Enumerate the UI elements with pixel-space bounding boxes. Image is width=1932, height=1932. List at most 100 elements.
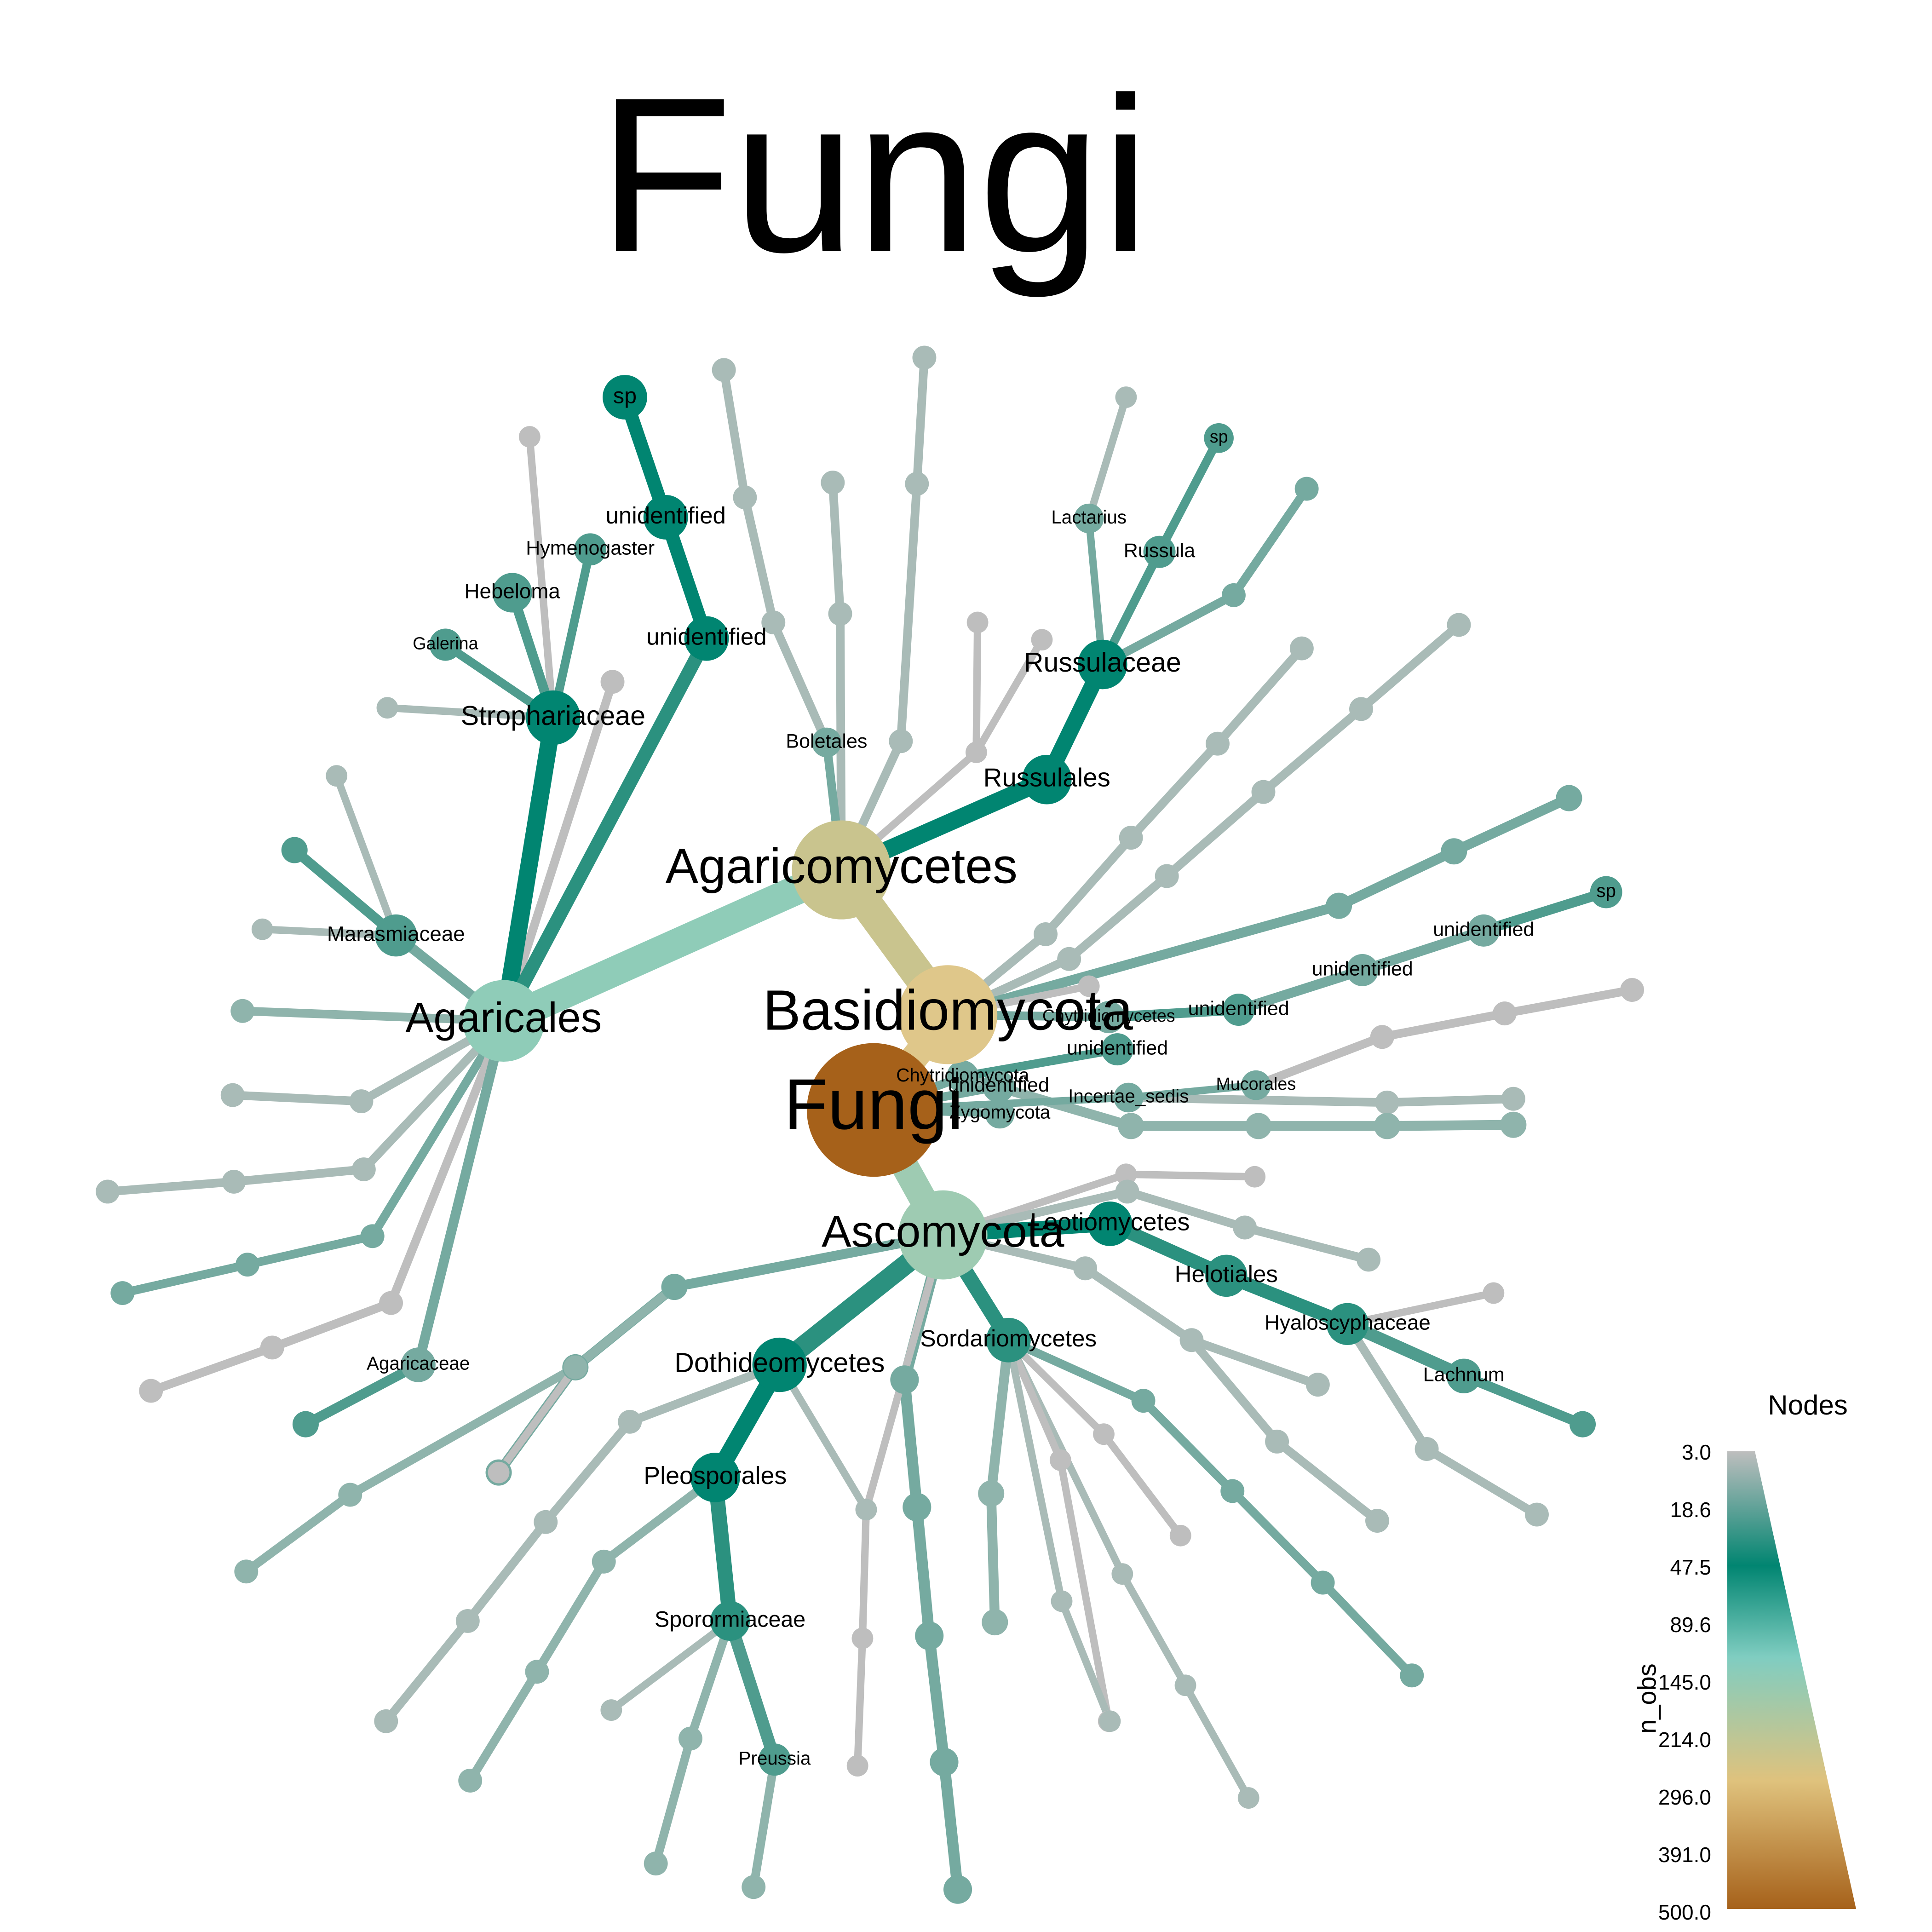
tree-node-cdmc: [1092, 1001, 1125, 1034]
tree-branch: [1251, 985, 1637, 1090]
tree-node-rsce: [1077, 639, 1127, 690]
tree-node: [1569, 1411, 1596, 1438]
tree-branch: [837, 353, 929, 874]
tree-label: unidentified: [1433, 918, 1534, 940]
tree-node: [982, 1609, 1008, 1636]
tree-branch: [1459, 1371, 1588, 1429]
tree-branch: [749, 1755, 779, 1892]
legend-tick: 145.0: [1658, 1670, 1711, 1694]
tree-node: [1289, 636, 1314, 661]
tree-node: [1365, 1509, 1389, 1533]
legend-color-wedge: [1727, 1451, 1856, 1909]
tree-edge: [1478, 887, 1611, 936]
tree-node: [1111, 1563, 1133, 1585]
tree-node-spag: [603, 375, 647, 420]
tree-node: [139, 1379, 163, 1403]
page-title: Fungi: [598, 51, 1150, 298]
tree-branch: [499, 677, 617, 1025]
tree-label-root: Fungi: [784, 1064, 963, 1144]
tree-branch: [526, 433, 557, 722]
tree-label: sp: [1596, 880, 1616, 901]
tree-label: Russula: [1124, 540, 1196, 562]
tree-label: sp: [1210, 427, 1228, 446]
legend-tick: 47.5: [1670, 1555, 1711, 1579]
tree-node: [618, 1409, 642, 1434]
tree-node: [890, 1365, 919, 1394]
tree-node: [1073, 1256, 1098, 1281]
tree-node: [376, 697, 398, 719]
tree-node: [1115, 386, 1137, 408]
tree-node: [360, 1224, 385, 1248]
tree-label: Galerina: [413, 633, 478, 653]
tree-label: Mucorales: [1216, 1074, 1296, 1093]
tree-node: [1220, 1479, 1245, 1503]
tree-node: [821, 471, 845, 495]
tree-node: [1233, 1215, 1257, 1240]
tree-label: Pleosporales: [644, 1462, 787, 1489]
tree-node-uc5: [982, 1070, 1015, 1103]
tree-node: [1078, 975, 1100, 997]
tree-edge: [413, 1016, 509, 1370]
tree-node-leot: [1087, 1201, 1133, 1246]
tree-node: [600, 1699, 622, 1721]
tree-node: [930, 1748, 959, 1777]
tree-node-lach: [1446, 1358, 1481, 1393]
tree-node: [1155, 864, 1179, 888]
tree-node: [712, 358, 736, 382]
tree-label: unidentified: [646, 624, 766, 650]
tree-node: [326, 765, 348, 787]
tree-label: Russulales: [983, 763, 1110, 792]
tree-node: [1375, 1090, 1399, 1115]
legend-tick: 18.6: [1670, 1498, 1711, 1522]
tree-branch: [1098, 484, 1311, 669]
legend-tick: 214.0: [1658, 1728, 1711, 1752]
tree-label: sp: [613, 383, 637, 408]
tree-branch: [943, 621, 1463, 1019]
tree-node: [742, 1875, 766, 1899]
tree-branch: [242, 1282, 679, 1576]
tree-node: [644, 1852, 668, 1876]
tree-node: [1620, 978, 1644, 1002]
tree-node-uc1: [1222, 994, 1255, 1026]
tree-branch: [1343, 1319, 1541, 1519]
tree-node-mara: [375, 914, 417, 957]
legend-tick: 391.0: [1658, 1843, 1711, 1867]
tree-branch: [776, 1361, 870, 1513]
tree-node: [1525, 1502, 1549, 1527]
tree-node-lact: [1074, 503, 1104, 534]
tree-node: [563, 1355, 587, 1380]
tree-label: Agaricales: [405, 994, 602, 1041]
tree-node-spc: [1590, 876, 1622, 908]
tree-node: [1051, 1590, 1073, 1612]
tree-label: Basidiomycota: [763, 978, 1133, 1042]
tree-label: Strophariaceae: [461, 700, 645, 731]
tree-node-pleo: [690, 1453, 740, 1502]
tree-node: [1031, 629, 1053, 651]
tree-node-muco: [1241, 1070, 1271, 1100]
tree-node: [1493, 1001, 1517, 1026]
tree-node-bole: [811, 727, 842, 758]
tree-node-sord: [986, 1317, 1031, 1363]
tree-label: unidentified: [606, 502, 726, 529]
tree-edge: [1104, 1005, 1244, 1022]
tree-branch: [383, 704, 557, 722]
tree-label: Lactarius: [1051, 506, 1127, 528]
tree-node: [1500, 1111, 1527, 1138]
tree-node-basi: [898, 965, 998, 1064]
tree-edge: [1341, 1317, 1470, 1382]
tree-node: [96, 1179, 120, 1204]
tree-edge: [724, 1615, 781, 1766]
tree-node: [374, 1709, 398, 1733]
tree-node: [1441, 838, 1467, 865]
tree-node: [1374, 1113, 1401, 1139]
tree-branch: [238, 1006, 508, 1025]
tree-node-gale: [429, 628, 462, 661]
tree-edge: [1125, 1081, 1260, 1102]
tree-label: Hymenogaster: [526, 537, 655, 559]
tree-branch: [938, 1187, 1373, 1264]
tree-node: [1034, 922, 1058, 946]
tree-node: [905, 472, 929, 496]
tree-node: [592, 1549, 616, 1574]
tree-node-zygo: [985, 1098, 1015, 1129]
tree-node: [1115, 1163, 1137, 1185]
